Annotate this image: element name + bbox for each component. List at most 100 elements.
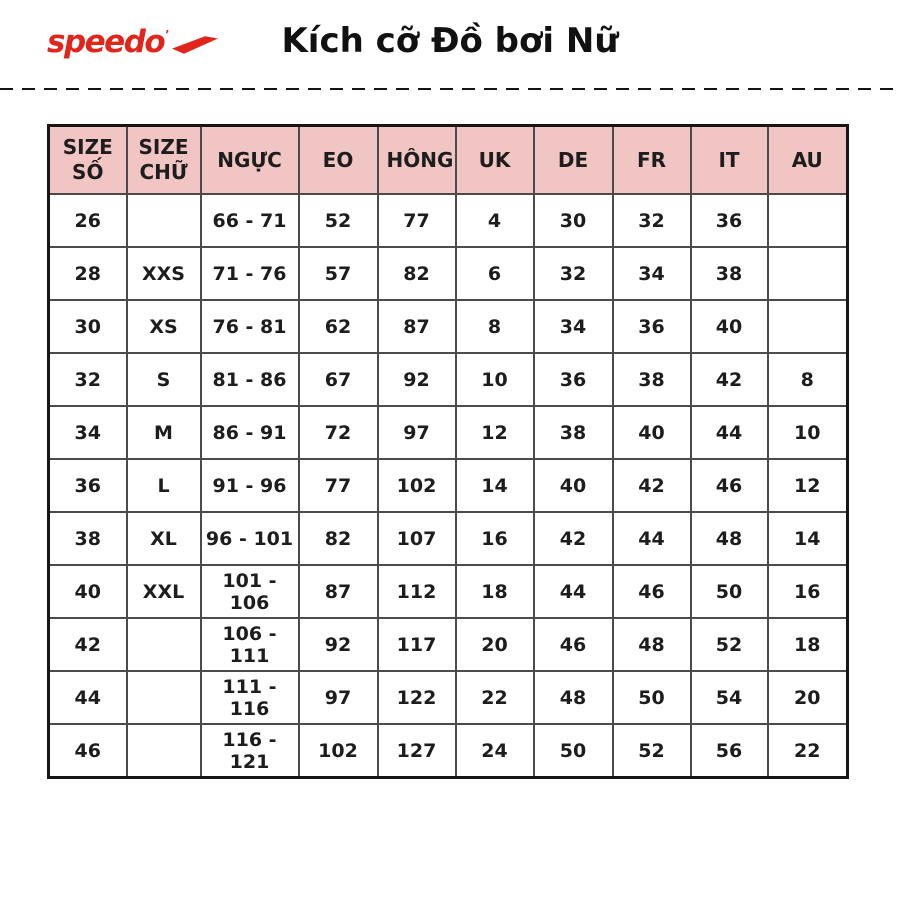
table-cell: 54 [689,670,769,725]
table-cell: XXS [125,246,202,301]
table-cell: 8 [454,299,535,354]
table-cell: 16 [766,564,849,619]
table-row: 42 106 - 111 92 117 20 46 48 52 18 [47,617,849,672]
table-cell: 38 [532,405,614,460]
table-cell [766,246,849,301]
table-cell: 10 [454,352,535,407]
table-row: 30 XS 76 - 81 62 87 8 34 36 40 [47,299,849,354]
table-row: 26 66 - 71 52 77 4 30 32 36 [47,193,849,248]
table-cell: 10 [766,405,849,460]
table-cell: 36 [532,352,614,407]
table-cell: 40 [611,405,692,460]
table-cell: 32 [532,246,614,301]
table-cell: 36 [611,299,692,354]
table-body: 26 66 - 71 52 77 4 30 32 36 28 XXS 71 - 76 57 82 6 32 3… [47,193,849,779]
column-header: NGỰC [199,124,300,195]
column-header: SIZE CHỮ [125,124,202,195]
table-cell: 42 [532,511,614,566]
table-cell: 18 [454,564,535,619]
table-cell: 52 [611,723,692,779]
table-cell: 117 [376,617,457,672]
table-cell: 112 [376,564,457,619]
table-cell: 96 - 101 [199,511,300,566]
table-cell: 72 [297,405,379,460]
table-cell: 71 - 76 [199,246,300,301]
table-cell: 42 [47,617,128,672]
table-cell: 82 [376,246,457,301]
table-cell: 14 [454,458,535,513]
table-cell: 50 [532,723,614,779]
speedo-boomerang-icon [172,36,219,54]
table-row: 44 111 - 116 97 122 22 48 50 54 20 [47,670,849,725]
table-cell: 32 [47,352,128,407]
table-cell: S [125,352,202,407]
table-cell: 28 [47,246,128,301]
table-cell: 36 [689,193,769,248]
table-cell: 67 [297,352,379,407]
table-cell: 46 [532,617,614,672]
table-cell: 111 - 116 [199,670,300,725]
table-row: 36 L 91 - 96 77 102 14 40 42 46 12 [47,458,849,513]
table-row: 34 M 86 - 91 72 97 12 38 40 44 10 [47,405,849,460]
table-cell: 40 [689,299,769,354]
table-cell: 107 [376,511,457,566]
column-header: IT [689,124,769,195]
column-header: HÔNG [376,124,457,195]
table-cell: 38 [611,352,692,407]
table-cell [766,299,849,354]
table-cell: 48 [689,511,769,566]
table-cell [125,670,202,725]
table-cell: 77 [376,193,457,248]
table-cell: L [125,458,202,513]
column-header: DE [532,124,614,195]
table-cell: 87 [297,564,379,619]
table-cell: 6 [454,246,535,301]
table-cell: 44 [532,564,614,619]
speedo-logo-text: speedo [47,24,166,60]
table-cell: 16 [454,511,535,566]
table-cell: 40 [47,564,128,619]
table-cell: 50 [611,670,692,725]
table-cell: 8 [766,352,849,407]
table-row: 32 S 81 - 86 67 92 10 36 38 42 8 [47,352,849,407]
table-row: 46 116 - 121 102 127 24 50 52 56 22 [47,723,849,779]
table-cell: 81 - 86 [199,352,300,407]
table-cell: 56 [689,723,769,779]
table-cell: 26 [47,193,128,248]
table-cell: 62 [297,299,379,354]
table-cell: 38 [47,511,128,566]
table-cell: 102 [297,723,379,779]
table-cell: 14 [766,511,849,566]
table-cell: 106 - 111 [199,617,300,672]
table-cell: 40 [532,458,614,513]
table-cell: 66 - 71 [199,193,300,248]
table-cell: 44 [689,405,769,460]
table-cell: 30 [532,193,614,248]
table-cell: 32 [611,193,692,248]
size-chart-table: SIZE SỐ SIZE CHỮ NGỰC EO HÔNG UK DE FR IT AU 26 66… [47,124,849,779]
table-row: 40 XXL 101 - 106 87 112 18 44 46 50 16 [47,564,849,619]
table-cell: 52 [689,617,769,672]
table-row: 38 XL 96 - 101 82 107 16 42 44 48 14 [47,511,849,566]
table-cell: 22 [454,670,535,725]
table-cell: 20 [454,617,535,672]
table-cell: 34 [611,246,692,301]
table-cell: XL [125,511,202,566]
speedo-logo: speedo ’ [47,24,219,60]
table-cell: M [125,405,202,460]
table-cell: 12 [454,405,535,460]
header-row: SIZE SỐ SIZE CHỮ NGỰC EO HÔNG UK DE FR IT AU [47,124,849,195]
table-cell: 46 [689,458,769,513]
table-cell: 87 [376,299,457,354]
table-cell: 42 [611,458,692,513]
table-header: SIZE SỐ SIZE CHỮ NGỰC EO HÔNG UK DE FR IT AU [47,124,849,195]
table-cell: 44 [611,511,692,566]
table-cell: 52 [297,193,379,248]
table-cell: 24 [454,723,535,779]
table-cell: 46 [47,723,128,779]
table-cell: 20 [766,670,849,725]
table-cell: XS [125,299,202,354]
column-header: SIZE SỐ [47,124,128,195]
table-cell: 38 [689,246,769,301]
